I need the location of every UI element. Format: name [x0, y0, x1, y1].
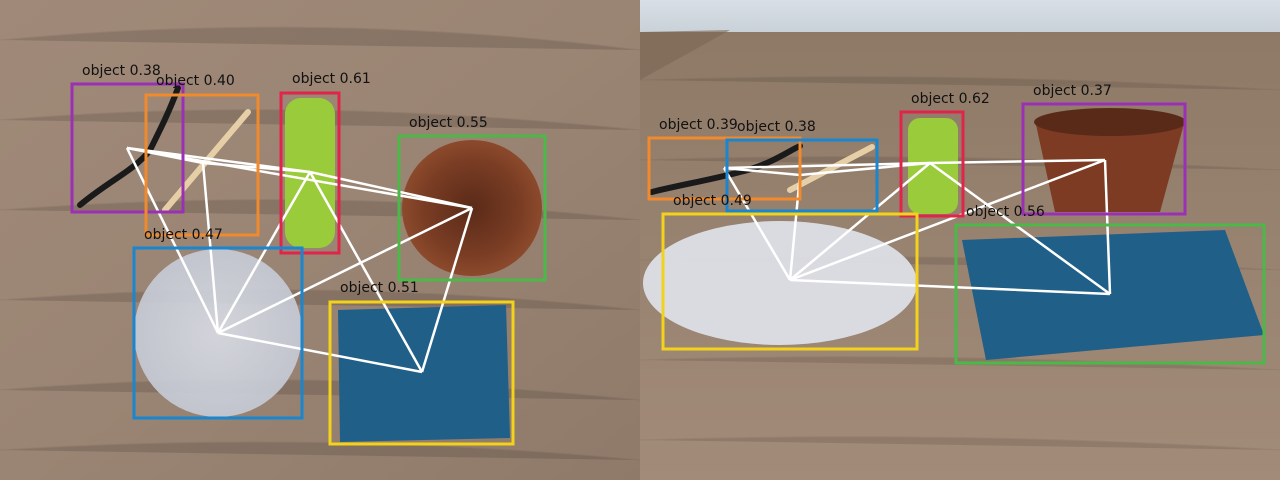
- graph-edge: [309, 170, 473, 210]
- wooden-stick: [787, 144, 875, 193]
- detection-label: object 0.56: [966, 204, 1045, 220]
- table-edge: [640, 30, 730, 80]
- graph-edge: [125, 147, 220, 334]
- graph-edge: [799, 161, 931, 177]
- blue-cloth: [962, 230, 1264, 360]
- detection-label: object 0.40: [156, 73, 235, 89]
- pipe-cleaner: [649, 143, 803, 195]
- graph-edge: [217, 331, 423, 374]
- right-camera-view: object 0.39 object 0.38 object 0.62 obje…: [640, 0, 1280, 480]
- brown-bowl: [1035, 120, 1185, 212]
- graph-edge: [788, 174, 802, 281]
- graph-edge: [789, 158, 1106, 282]
- bbox-2: [279, 91, 341, 255]
- graph-edge: [1103, 159, 1112, 295]
- graph-edge: [217, 206, 473, 335]
- bbox-0: [70, 82, 185, 214]
- graph-edge: [723, 166, 801, 177]
- graph-edge: [420, 207, 474, 373]
- detection-label: object 0.51: [340, 280, 419, 296]
- graph-edge: [929, 161, 1111, 296]
- bbox-1: [725, 138, 879, 213]
- detection-label: object 0.37: [1033, 83, 1112, 99]
- bbox-3: [397, 134, 547, 282]
- bbox-4: [132, 246, 304, 420]
- detection-label: object 0.62: [911, 91, 990, 107]
- graph-edge: [216, 171, 312, 334]
- silicone-lid: [643, 221, 917, 345]
- bbox-2: [899, 110, 965, 218]
- detection-label: object 0.38: [737, 119, 816, 135]
- left-scene: object 0.38 object 0.40 object 0.61 obje…: [0, 0, 640, 480]
- graph-edge: [929, 158, 1106, 165]
- bbox-5: [328, 300, 515, 446]
- bbox-3: [1021, 102, 1187, 216]
- graph-edge: [308, 171, 424, 373]
- detection-label: object 0.39: [659, 117, 738, 133]
- blue-cloth: [338, 305, 510, 442]
- bowl-rim: [1034, 108, 1186, 136]
- detection-label: object 0.47: [144, 227, 223, 243]
- wall: [640, 0, 1280, 32]
- relation-graph: [722, 158, 1112, 296]
- graph-edge: [789, 278, 1111, 296]
- detection-label: object 0.61: [292, 71, 371, 87]
- bbox-1: [144, 93, 260, 237]
- detection-label: object 0.38: [82, 63, 161, 79]
- bbox-0: [647, 136, 802, 201]
- bbox-5: [954, 223, 1266, 365]
- right-scene: object 0.39 object 0.38 object 0.62 obje…: [640, 0, 1280, 480]
- detection-label: object 0.55: [409, 115, 488, 131]
- graph-edge: [722, 167, 792, 281]
- detection-label: object 0.49: [673, 193, 752, 209]
- graph-edge: [789, 162, 931, 281]
- graph-edge: [723, 161, 931, 170]
- bbox-4: [661, 212, 919, 351]
- left-camera-view: object 0.38 object 0.40 object 0.61 obje…: [0, 0, 640, 480]
